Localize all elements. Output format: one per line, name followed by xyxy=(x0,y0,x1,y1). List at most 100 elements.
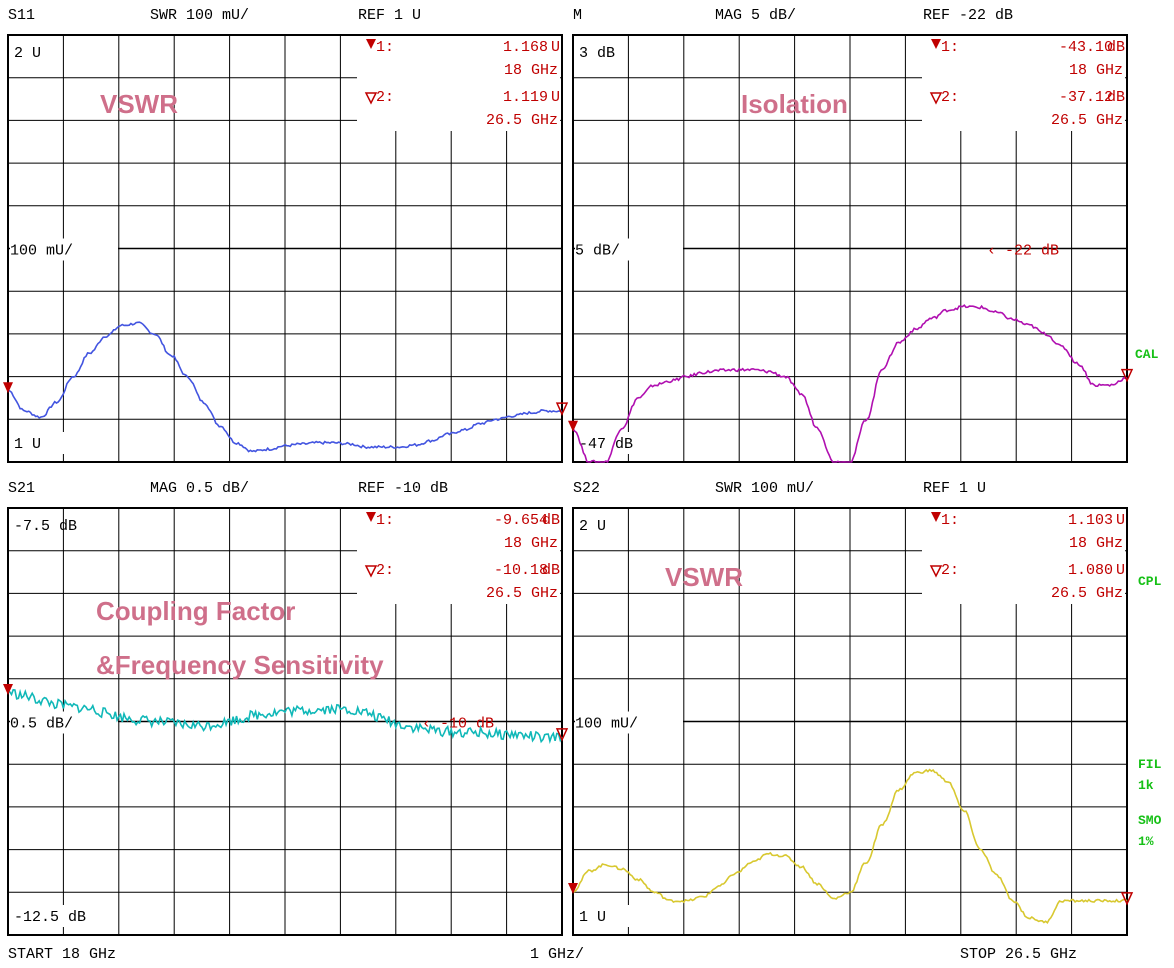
measurement-trace xyxy=(7,321,563,453)
trace-marker-1 xyxy=(3,683,13,695)
trace-marker-1 xyxy=(568,420,578,432)
reference-scale-label: 100 mU/ xyxy=(10,243,73,260)
trace-name: S21 xyxy=(8,480,35,497)
marker-2-icon xyxy=(364,565,378,578)
marker-unit: dB xyxy=(1107,39,1125,56)
top-scale-label: 2 U xyxy=(14,45,41,62)
marker-id: 1: xyxy=(941,512,959,529)
trace-name: M xyxy=(573,7,582,24)
marker-frequency: 18 GHz xyxy=(504,535,558,552)
frequency-per-division-label: 1 GHz/ xyxy=(530,946,584,963)
bottom-scale-label: 1 U xyxy=(14,436,41,453)
marker-frequency: 26.5 GHz xyxy=(1051,112,1123,129)
reference-label: REF 1 U xyxy=(923,480,986,497)
fil-value: 1k xyxy=(1138,778,1154,793)
scale-label-background xyxy=(10,905,90,927)
marker-value: 1.103 xyxy=(1068,512,1113,529)
smo-value: 1% xyxy=(1138,834,1154,849)
scale-label-background xyxy=(10,711,118,734)
scale-label-background xyxy=(575,432,635,454)
marker-readout-box xyxy=(922,36,1125,131)
scale-label-background xyxy=(575,711,683,734)
marker-id: 2: xyxy=(941,89,959,106)
marker-unit: U xyxy=(1116,562,1125,579)
bottom-scale-label: 1 U xyxy=(579,909,606,926)
trace-annotation: Isolation xyxy=(741,89,848,119)
reference-level-marker: ‹ -22 dB xyxy=(987,243,1059,260)
scale-label: SWR 100 mU/ xyxy=(150,7,249,24)
marker-frequency: 18 GHz xyxy=(1069,535,1123,552)
measurement-trace xyxy=(572,768,1128,925)
trace-annotation: VSWR xyxy=(665,562,743,592)
scale-label: MAG 5 dB/ xyxy=(715,7,796,24)
marker-unit: U xyxy=(551,39,560,56)
measurement-trace xyxy=(572,304,1128,464)
marker-frequency: 26.5 GHz xyxy=(1051,585,1123,602)
chart-panel-m: M MAG 5 dB/REF -22 dB 3 dB 5 dB/ -47 dB Isola… xyxy=(568,7,1134,464)
reference-level-marker: ‹ -10 dB xyxy=(422,716,494,733)
marker-value: -37.12 xyxy=(1059,89,1113,106)
marker-id: 1: xyxy=(376,512,394,529)
marker-id: 1: xyxy=(941,39,959,56)
chart-panel-s11: S11 SWR 100 mU/REF 1 U 2 U 100 mU/1 U VSWR 1:… xyxy=(3,7,569,463)
trace-name: S22 xyxy=(573,480,600,497)
marker-unit: U xyxy=(551,89,560,106)
trace-marker-2 xyxy=(555,728,569,742)
scale-label-background xyxy=(10,238,118,261)
top-scale-label: 3 dB xyxy=(579,45,615,62)
scale-label-background xyxy=(10,41,62,63)
marker-1-active-icon xyxy=(931,39,941,49)
marker-unit: dB xyxy=(542,512,560,529)
reference-label: REF -22 dB xyxy=(923,7,1013,24)
reference-label: REF 1 U xyxy=(358,7,421,24)
marker-unit: U xyxy=(1116,512,1125,529)
scale-label-background xyxy=(575,905,635,927)
marker-1-active-icon xyxy=(931,512,941,522)
marker-value: 1.168 xyxy=(503,39,548,56)
marker-1-active-icon xyxy=(366,39,376,49)
marker-value: -43.10 xyxy=(1059,39,1113,56)
marker-id: 2: xyxy=(376,89,394,106)
scale-label-background xyxy=(10,432,70,454)
marker-frequency: 18 GHz xyxy=(1069,62,1123,79)
trace-annotation-secondary: &Frequency Sensitivity xyxy=(96,650,384,680)
scale-label: MAG 0.5 dB/ xyxy=(150,480,249,497)
reference-scale-label: 5 dB/ xyxy=(575,243,620,260)
chart-panel-s21: S21 MAG 0.5 dB/REF -10 dB -7.5 dB 0.5 dB/ -1… xyxy=(3,480,569,936)
start-frequency-label: START 18 GHz xyxy=(8,946,116,963)
scale-label-background xyxy=(575,238,683,261)
scale-label-background xyxy=(575,514,627,536)
bottom-scale-label: -12.5 dB xyxy=(14,909,86,926)
trace-annotation: VSWR xyxy=(100,89,178,119)
marker-frequency: 26.5 GHz xyxy=(486,112,558,129)
marker-2-icon xyxy=(929,92,943,105)
reference-label: REF -10 dB xyxy=(358,480,448,497)
marker-value: -10.18 xyxy=(494,562,548,579)
measurement-trace xyxy=(7,688,563,744)
marker-value: -9.654 xyxy=(494,512,548,529)
scale-label-background xyxy=(10,514,62,536)
marker-frequency: 18 GHz xyxy=(504,62,558,79)
marker-1-active-icon xyxy=(366,512,376,522)
scale-label: SWR 100 mU/ xyxy=(715,480,814,497)
trace-annotation: Coupling Factor xyxy=(96,596,295,626)
marker-2-icon xyxy=(929,565,943,578)
marker-2-icon xyxy=(364,92,378,105)
stop-frequency-label: STOP 26.5 GHz xyxy=(960,946,1077,963)
cal-indicator: CAL xyxy=(1135,347,1159,362)
marker-unit: dB xyxy=(1107,89,1125,106)
marker-value: 1.080 xyxy=(1068,562,1113,579)
marker-readout-box xyxy=(357,36,560,131)
trace-marker-2 xyxy=(1120,892,1134,906)
bottom-scale-label: -47 dB xyxy=(579,436,633,453)
marker-id: 2: xyxy=(941,562,959,579)
trace-marker-1 xyxy=(568,883,578,895)
cpl-indicator: CPL xyxy=(1138,574,1162,589)
marker-readout-box xyxy=(922,509,1125,604)
marker-frequency: 26.5 GHz xyxy=(486,585,558,602)
marker-id: 2: xyxy=(376,562,394,579)
fil-indicator: FIL xyxy=(1138,757,1162,772)
marker-unit: dB xyxy=(542,562,560,579)
top-scale-label: -7.5 dB xyxy=(14,518,77,535)
